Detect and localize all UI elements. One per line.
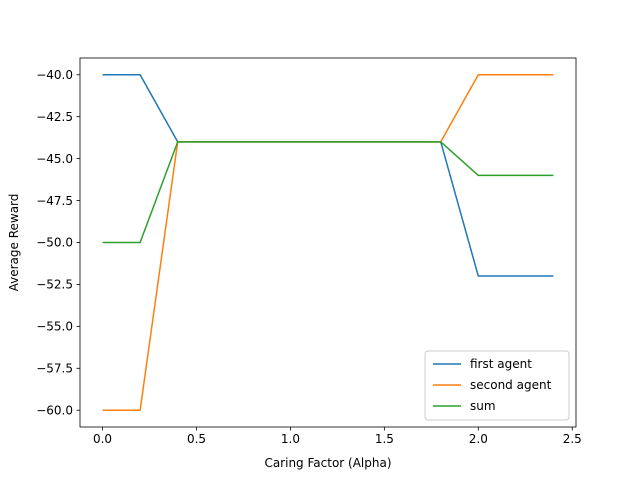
- y-tick-label: −42.5: [36, 110, 73, 124]
- x-tick-label: 0.5: [187, 432, 206, 446]
- y-tick-label: −45.0: [36, 152, 73, 166]
- y-axis: −40.0 −42.5 −45.0 −47.5 −50.0 −52.5 −55.0 −57.5…: [36, 68, 80, 417]
- y-axis-label: Average Reward: [7, 194, 21, 292]
- y-tick-label: −52.5: [36, 278, 73, 292]
- x-tick-label: 2.5: [563, 432, 582, 446]
- legend-box: [424, 350, 570, 421]
- y-tick-label: −47.5: [36, 194, 73, 208]
- x-axis: 0.0 0.5 1.0 1.5 2.0 2.5: [93, 427, 582, 446]
- y-tick-label: −50.0: [36, 236, 73, 250]
- series-line-2: [102, 141, 554, 244]
- x-tick-label: 1.0: [281, 432, 300, 446]
- legend: first agent second agent sum: [424, 350, 570, 421]
- plot-lines: [102, 74, 554, 411]
- legend-label: sum: [470, 399, 496, 413]
- legend-label: second agent: [470, 378, 552, 392]
- y-tick-label: −55.0: [36, 320, 73, 334]
- y-tick-label: −57.5: [36, 361, 73, 375]
- x-axis-label: Caring Factor (Alpha): [264, 456, 391, 470]
- legend-label: first agent: [470, 357, 532, 371]
- y-tick-label: −40.0: [36, 68, 73, 82]
- x-tick-label: 2.0: [469, 432, 488, 446]
- x-tick-label: 0.0: [93, 432, 112, 446]
- y-tick-label: −60.0: [36, 403, 73, 417]
- x-tick-label: 1.5: [375, 432, 394, 446]
